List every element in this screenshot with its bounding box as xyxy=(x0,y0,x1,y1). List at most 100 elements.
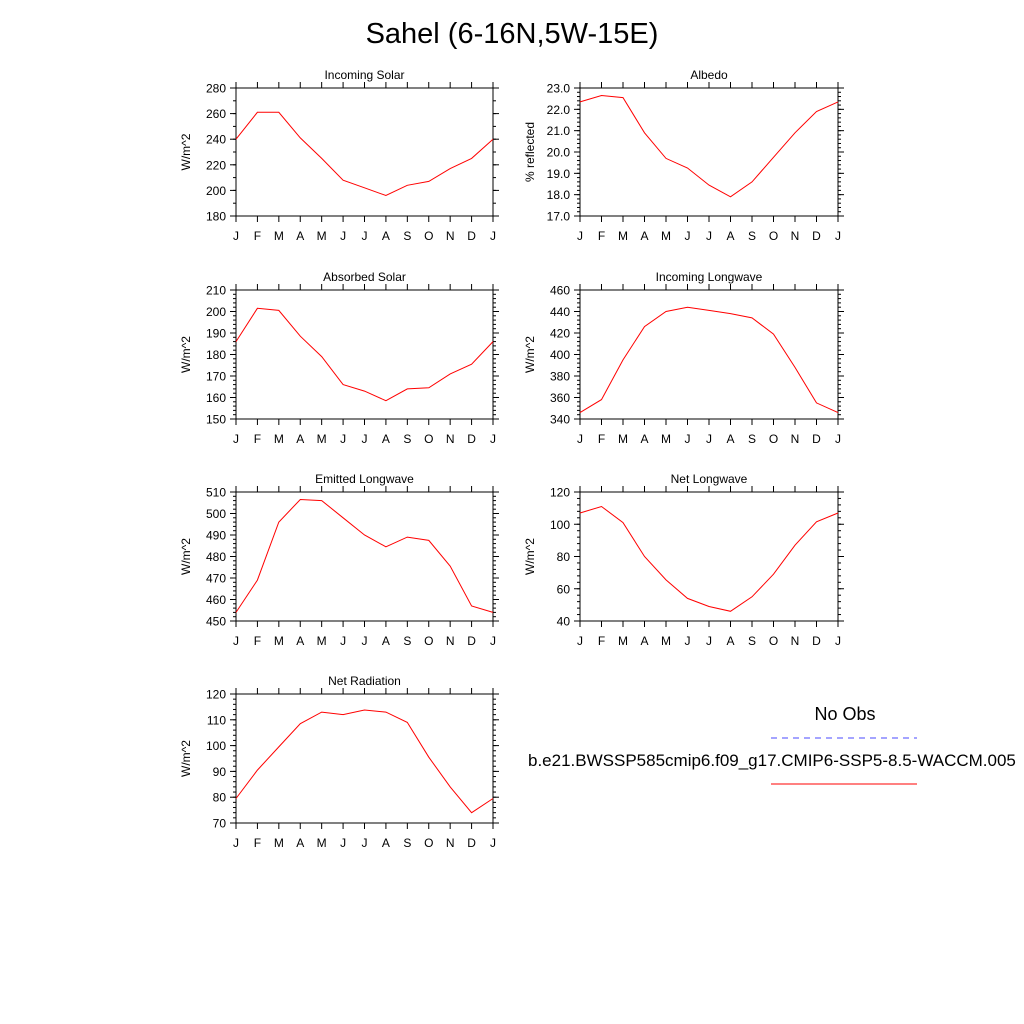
y-tick-label: 220 xyxy=(206,158,226,172)
x-tick-label: M xyxy=(661,432,671,446)
x-tick-label: J xyxy=(233,229,239,243)
x-tick-label: J xyxy=(577,432,583,446)
plot-frame xyxy=(235,289,494,420)
x-tick-label: J xyxy=(233,432,239,446)
x-tick-label: A xyxy=(640,229,648,243)
x-tick-label: F xyxy=(598,432,605,446)
x-tick-label: S xyxy=(748,229,756,243)
y-tick-label: 17.0 xyxy=(547,210,571,224)
y-tick-label: 80 xyxy=(557,550,571,564)
y-tick-label: 420 xyxy=(550,327,570,341)
y-tick-label: 100 xyxy=(206,739,226,753)
x-tick-label: A xyxy=(382,432,390,446)
x-tick-label: F xyxy=(254,229,261,243)
panel-incoming-longwave: Incoming Longwave W/m^2 340 360 380 400 420 440… xyxy=(523,270,844,446)
x-tick-label: S xyxy=(403,634,411,648)
x-tick-label: N xyxy=(791,432,800,446)
x-tick-label: J xyxy=(577,634,583,648)
x-tick-label: S xyxy=(748,634,756,648)
series-line xyxy=(579,306,839,414)
x-tick-label: N xyxy=(446,634,455,648)
y-axis-label: W/m^2 xyxy=(523,538,537,575)
x-tick-label: J xyxy=(362,836,368,850)
x-tick-label: J xyxy=(362,229,368,243)
series-line xyxy=(579,505,839,612)
y-axis-label: W/m^2 xyxy=(179,538,193,575)
x-tick-label: M xyxy=(618,432,628,446)
figure-title: Sahel (6-16N,5W-15E) xyxy=(365,18,659,50)
y-tick-label: 200 xyxy=(206,184,226,198)
y-tick-label: 60 xyxy=(557,582,571,596)
x-tick-label: J xyxy=(685,634,691,648)
y-tick-label: 240 xyxy=(206,133,226,147)
x-tick-label: J xyxy=(490,432,496,446)
y-tick-label: 80 xyxy=(213,791,227,805)
x-tick-label: A xyxy=(382,229,390,243)
x-tick-label: N xyxy=(791,229,800,243)
x-tick-label: J xyxy=(835,634,841,648)
y-axis-label: W/m^2 xyxy=(179,133,193,170)
legend-obs-label: No Obs xyxy=(814,704,876,724)
panel-title: Emitted Longwave xyxy=(315,472,414,486)
y-tick-label: 100 xyxy=(550,518,570,532)
panel-title: Net Longwave xyxy=(671,472,748,486)
y-axis-label: % reflected xyxy=(523,122,537,182)
x-tick-label: A xyxy=(296,432,304,446)
y-tick-label: 490 xyxy=(206,529,226,543)
x-tick-label: A xyxy=(726,634,734,648)
series-line xyxy=(235,498,494,613)
y-tick-label: 340 xyxy=(550,413,570,427)
x-tick-label: J xyxy=(340,432,346,446)
x-tick-label: M xyxy=(274,432,284,446)
panel-title: Albedo xyxy=(690,68,728,82)
y-tick-label: 260 xyxy=(206,107,226,121)
plot-frame xyxy=(235,693,494,824)
plot-frame xyxy=(235,87,494,217)
x-tick-label: M xyxy=(317,432,327,446)
x-tick-label: A xyxy=(382,634,390,648)
x-tick-label: S xyxy=(403,432,411,446)
x-tick-label: J xyxy=(340,229,346,243)
x-tick-label: F xyxy=(598,634,605,648)
y-tick-label: 40 xyxy=(557,615,571,629)
x-tick-label: J xyxy=(835,229,841,243)
y-tick-label: 500 xyxy=(206,507,226,521)
y-tick-label: 150 xyxy=(206,413,226,427)
y-tick-label: 120 xyxy=(550,486,570,500)
x-tick-label: D xyxy=(812,432,821,446)
y-tick-label: 210 xyxy=(206,284,226,298)
x-tick-label: N xyxy=(791,634,800,648)
x-tick-label: F xyxy=(254,634,261,648)
x-tick-label: M xyxy=(317,634,327,648)
y-tick-label: 170 xyxy=(206,370,226,384)
y-tick-label: 450 xyxy=(206,615,226,629)
y-tick-label: 440 xyxy=(550,305,570,319)
x-tick-label: J xyxy=(233,836,239,850)
y-axis-label: W/m^2 xyxy=(179,336,193,373)
x-tick-label: J xyxy=(577,229,583,243)
x-tick-label: J xyxy=(490,836,496,850)
x-tick-label: N xyxy=(446,229,455,243)
x-tick-label: J xyxy=(685,432,691,446)
legend xyxy=(771,737,917,785)
y-axis-label: W/m^2 xyxy=(179,740,193,777)
panel-title: Net Radiation xyxy=(328,674,401,688)
x-tick-label: M xyxy=(661,634,671,648)
plot-frame xyxy=(579,87,839,217)
x-tick-label: J xyxy=(490,229,496,243)
x-tick-label: A xyxy=(296,836,304,850)
x-tick-label: M xyxy=(618,634,628,648)
y-tick-label: 190 xyxy=(206,327,226,341)
x-tick-label: A xyxy=(726,432,734,446)
x-tick-label: D xyxy=(467,634,476,648)
x-tick-label: O xyxy=(424,432,433,446)
x-tick-label: A xyxy=(726,229,734,243)
y-tick-label: 19.0 xyxy=(547,167,571,181)
y-tick-label: 110 xyxy=(207,713,226,727)
x-tick-label: F xyxy=(254,432,261,446)
x-tick-label: A xyxy=(296,634,304,648)
y-tick-label: 280 xyxy=(206,82,226,96)
x-tick-label: M xyxy=(274,229,284,243)
